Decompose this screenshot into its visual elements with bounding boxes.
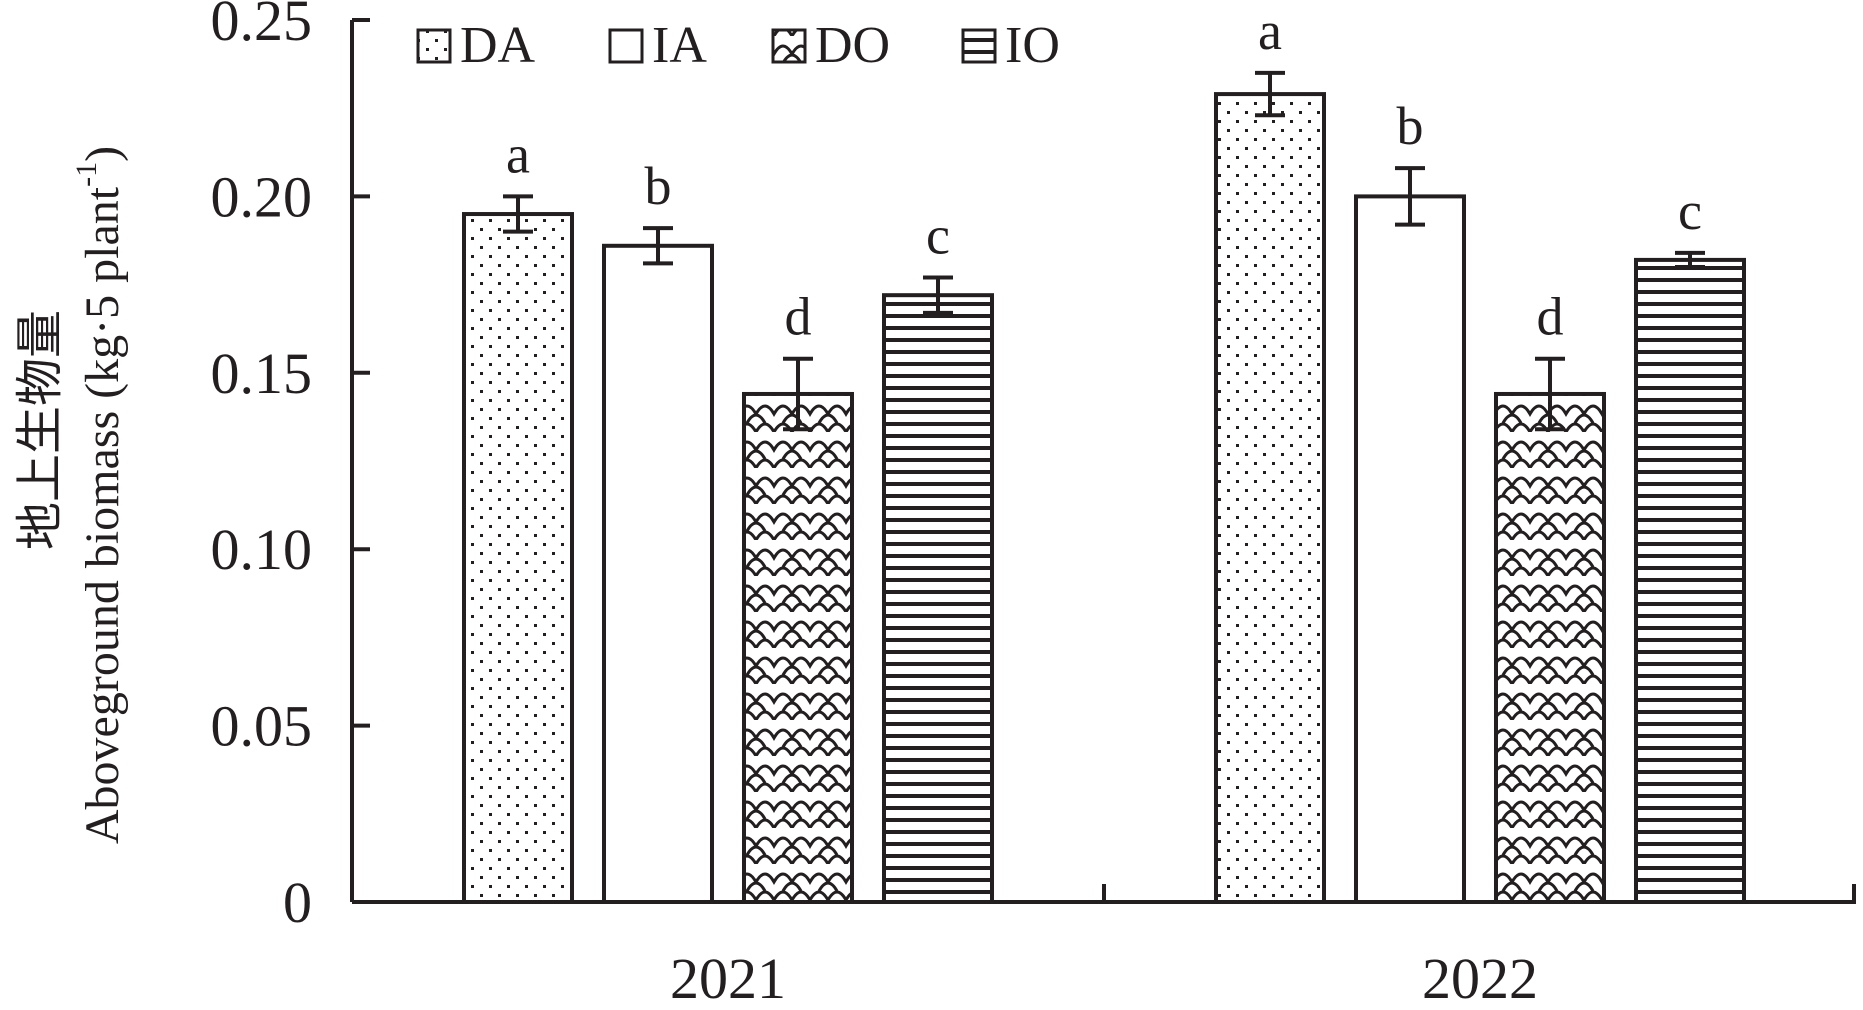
- legend-swatch-io: [961, 28, 997, 64]
- y-tick-label: 0.25: [211, 0, 313, 53]
- legend-label-do: DO: [815, 17, 890, 74]
- y-axis-title: 地上生物量 Aboveground biomass (kg·5 plant-1): [14, 146, 129, 844]
- significance-letter: a: [1258, 1, 1282, 61]
- bar-io: [882, 293, 994, 904]
- significance-letter: d: [785, 287, 812, 347]
- legend-label-ia: IA: [652, 17, 707, 74]
- significance-letter: b: [1397, 96, 1424, 156]
- significance-letter: c: [1678, 181, 1702, 241]
- legend-label-da: DA: [460, 17, 536, 74]
- bar-ia: [602, 243, 714, 905]
- y-axis-title-cn: 地上生物量: [14, 310, 67, 550]
- x-tick-label: 2021: [670, 946, 786, 1005]
- legend: DA IA DO IO: [416, 17, 1060, 74]
- y-axis-title-en-close: ): [76, 146, 129, 162]
- significance-letter: c: [926, 206, 950, 266]
- bar-do: [742, 391, 854, 904]
- y-axis-title-en-sup: -1: [70, 162, 103, 187]
- legend-label-io: IO: [1005, 17, 1060, 74]
- bars: [462, 92, 1746, 905]
- y-tick-label: 0.10: [211, 517, 313, 582]
- bar-da: [1214, 92, 1326, 904]
- y-tick-label: 0.15: [211, 341, 313, 406]
- bar-do: [1494, 391, 1606, 904]
- axes: [350, 20, 1856, 904]
- y-ticks: 0 0.05 0.10 0.15 0.20 0.25: [211, 0, 370, 935]
- x-tick-label: 2022: [1422, 946, 1538, 1005]
- y-tick-label: 0.20: [211, 164, 313, 229]
- significance-letter: a: [506, 124, 530, 184]
- legend-swatch-da: [416, 28, 452, 64]
- bar-io: [1634, 257, 1746, 904]
- y-tick-label: 0: [283, 870, 312, 935]
- x-tick-labels: 2021 2022: [670, 946, 1538, 1010]
- y-axis-title-en-main: Aboveground biomass (kg·5 plant: [76, 186, 129, 844]
- significance-labels: a b d c a b d c: [506, 1, 1702, 347]
- legend-swatch-ia: [608, 28, 644, 64]
- bar-da: [462, 212, 574, 905]
- legend-swatch-do: [771, 28, 807, 64]
- error-bars: [503, 70, 1705, 432]
- significance-letter: b: [645, 156, 672, 216]
- y-axis-title-en: Aboveground biomass (kg·5 plant-1): [70, 146, 129, 844]
- significance-letter: d: [1537, 287, 1564, 347]
- bar-ia: [1354, 194, 1466, 904]
- y-tick-label: 0.05: [211, 694, 313, 759]
